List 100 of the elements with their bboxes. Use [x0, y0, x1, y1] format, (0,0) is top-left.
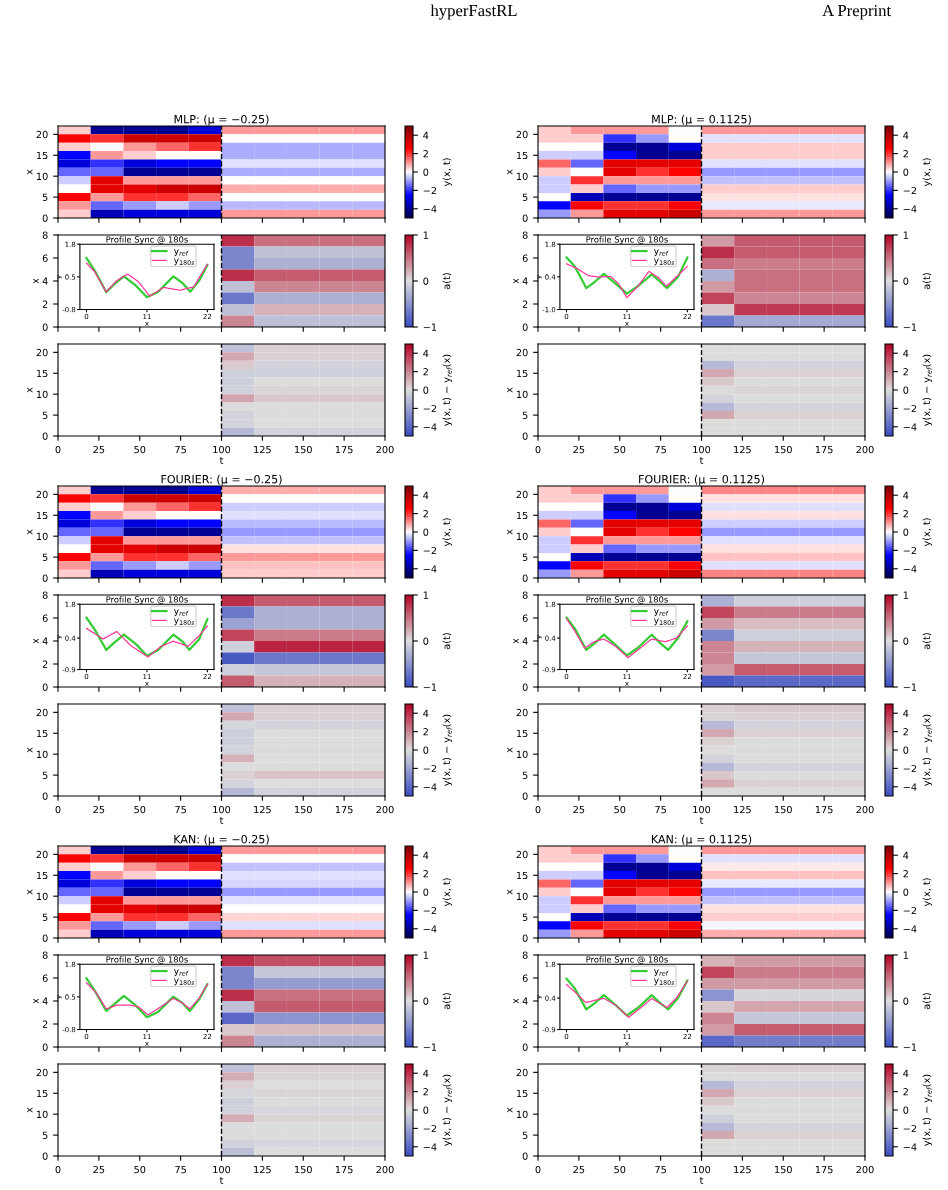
y-tick-label: 10	[36, 892, 48, 901]
color-bar-label: 4	[903, 709, 909, 717]
y-axis-title: x	[33, 638, 39, 644]
x-tick-label: 0	[535, 1165, 541, 1174]
y-tick-label: 5	[42, 913, 48, 921]
x-tick-label: 200	[856, 805, 874, 814]
x-tick-label: 50	[134, 805, 146, 814]
x-tick-label: 25	[93, 805, 105, 814]
y-tick-label: 0	[522, 323, 528, 331]
x-tick-label: 175	[335, 446, 353, 454]
legend-label: y$_{180s}$	[173, 258, 195, 266]
color-bar-label: 0	[423, 277, 429, 285]
color-bar-title: a(t)	[922, 993, 932, 1010]
color-bar-label: 2	[423, 728, 428, 736]
y-tick-label: 10	[516, 390, 528, 399]
x-tick-label: 75	[655, 1166, 666, 1174]
color-bar-title: y(x, t) − y$_{ref}$(x)	[442, 714, 453, 786]
color-bar-label: 4	[423, 349, 429, 357]
y-tick-label: 10	[516, 532, 528, 541]
chart-title: Profile Sync @ 180s	[106, 236, 188, 245]
color-bar-label: 2	[903, 150, 908, 158]
color-bar-label: 0	[903, 277, 909, 285]
legend-label: y$_{180s}$	[653, 978, 675, 986]
y-tick-label: 20	[36, 708, 48, 717]
color-bar-label: −1	[423, 1043, 437, 1051]
color-bar-label: −1	[903, 323, 917, 331]
color-bar-title: a(t)	[922, 273, 932, 290]
x-tick-label: 125	[254, 805, 271, 814]
y-axis-title: x	[507, 529, 513, 535]
x-axis-title: t	[699, 817, 704, 824]
color-bar-label: −4	[423, 565, 437, 573]
color-bar-label: 1	[423, 951, 429, 959]
x-tick-label: 75	[175, 1166, 186, 1174]
color-bar-label: 4	[423, 491, 429, 499]
color-bar-title: y(x, t) − y$_{ref}$(x)	[442, 1074, 453, 1146]
color-bar-title: a(t)	[442, 633, 452, 650]
x-tick-label: 150	[775, 1165, 792, 1174]
y-axis-title: x	[507, 1107, 513, 1113]
x-tick-label: 175	[815, 806, 833, 814]
legend-label: y$_{180s}$	[653, 618, 675, 626]
color-bar-title: y(x, t)	[442, 158, 453, 187]
color-bar-label: 1	[423, 591, 429, 599]
y-tick-label: 10	[36, 532, 48, 541]
x-tick-label: 175	[815, 446, 833, 454]
x-tick-label: 100	[213, 445, 231, 454]
color-bar-label: −4	[423, 925, 437, 933]
y-tick-label: 5	[42, 1131, 48, 1139]
legend-label: y$_{180s}$	[653, 258, 675, 266]
y-tick-label: 4	[522, 277, 528, 285]
y-tick-label: 4	[42, 997, 48, 1005]
x-axis-title: t	[219, 457, 224, 464]
color-bar-label: −2	[903, 546, 917, 555]
x-tick-label: 75	[655, 446, 666, 454]
color-bar-title: y(x, t)	[922, 878, 933, 907]
y-tick-label: 6	[42, 254, 48, 262]
y-tick-label: 8	[522, 591, 528, 599]
x-tick-label: 100	[213, 1165, 231, 1174]
y-tick-label: 2	[522, 660, 528, 668]
color-bar-title: y(x, t)	[922, 518, 933, 547]
y-tick-label: 2	[522, 300, 528, 308]
color-bar-label: 2	[903, 728, 908, 736]
y-axis-title: x	[27, 1107, 33, 1113]
x-tick-label: 150	[295, 1165, 312, 1174]
x-tick-label: 25	[573, 805, 585, 814]
x-tick-label: 50	[134, 445, 146, 454]
y-tick-label: 15	[516, 729, 528, 738]
y-tick-label: 4	[522, 637, 528, 645]
y-tick-label: 6	[42, 614, 48, 622]
y-tick-label: 5	[522, 553, 528, 561]
color-bar-label: 0	[903, 386, 909, 394]
y-tick-label: 2	[522, 1020, 528, 1028]
x-tick-label: 25	[93, 445, 105, 454]
color-bar-label: 4	[423, 131, 429, 139]
color-bar-label: −2	[423, 546, 437, 555]
color-bar-title: y(x, t)	[922, 158, 933, 187]
y-tick-label: 10	[516, 892, 528, 901]
color-bar-label: 1	[423, 231, 429, 239]
x-tick-label: 0	[535, 805, 541, 814]
color-bar-label: 0	[423, 1106, 429, 1114]
x-axis-title: t	[219, 1177, 224, 1184]
color-bar-title: a(t)	[922, 633, 932, 650]
y-tick-label: 0	[42, 934, 48, 942]
y-axis-title: x	[27, 889, 33, 895]
x-tick-label: 200	[376, 805, 394, 814]
x-tick-label: 150	[295, 445, 312, 454]
color-bar-label: −2	[903, 906, 917, 915]
x-tick-label: 50	[614, 805, 626, 814]
color-bar-label: −2	[423, 404, 437, 413]
color-bar-label: −2	[903, 764, 917, 773]
y-tick-label: 0	[522, 1152, 528, 1160]
y-tick-label: 15	[36, 511, 48, 520]
y-tick-label: 0	[42, 432, 48, 440]
color-bar-label: 0	[423, 168, 429, 176]
y-axis-title: x	[507, 387, 513, 393]
y-tick-label: 5	[522, 771, 528, 779]
y-tick-label: 0	[522, 574, 528, 582]
color-bar-label: 0	[903, 528, 909, 536]
color-bar-title: a(t)	[442, 273, 452, 290]
y-tick-label: 20	[36, 850, 48, 859]
color-bar-label: 0	[903, 637, 909, 645]
